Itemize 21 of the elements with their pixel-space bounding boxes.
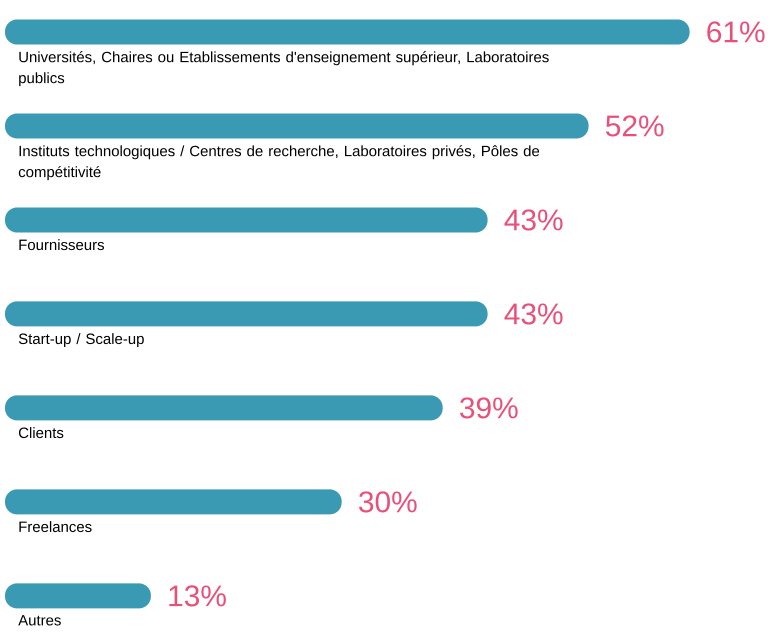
data-label: 43%	[504, 303, 563, 325]
data-label: 52%	[606, 115, 664, 137]
y-tick-label: Instituts technologiques / Centres de recherche, Laboratoires privés, Pôles de compétitivité	[18, 145, 540, 180]
y-tick-label: Clients	[18, 427, 64, 438]
bar	[5, 395, 443, 420]
bar	[5, 113, 589, 138]
y-tick-label: Autres	[18, 615, 61, 626]
bar	[5, 207, 488, 232]
data-label: 61%	[707, 21, 765, 43]
y-tick-label: Fournisseurs	[19, 239, 104, 250]
bar	[5, 301, 488, 326]
y-tick-label: Universités, Chaires ou Etablissements d'enseignement supérieur, Laboratoires publics	[19, 51, 549, 86]
bar	[5, 489, 342, 514]
bar	[5, 583, 151, 608]
y-tick-label: Freelances	[19, 521, 92, 532]
data-label: 39%	[460, 397, 518, 418]
data-label: 30%	[359, 491, 417, 512]
data-label: 43%	[504, 209, 563, 231]
data-label: 13%	[169, 585, 226, 606]
y-tick-label: Start-up / Scale-up	[18, 333, 144, 348]
bar	[5, 19, 690, 44]
